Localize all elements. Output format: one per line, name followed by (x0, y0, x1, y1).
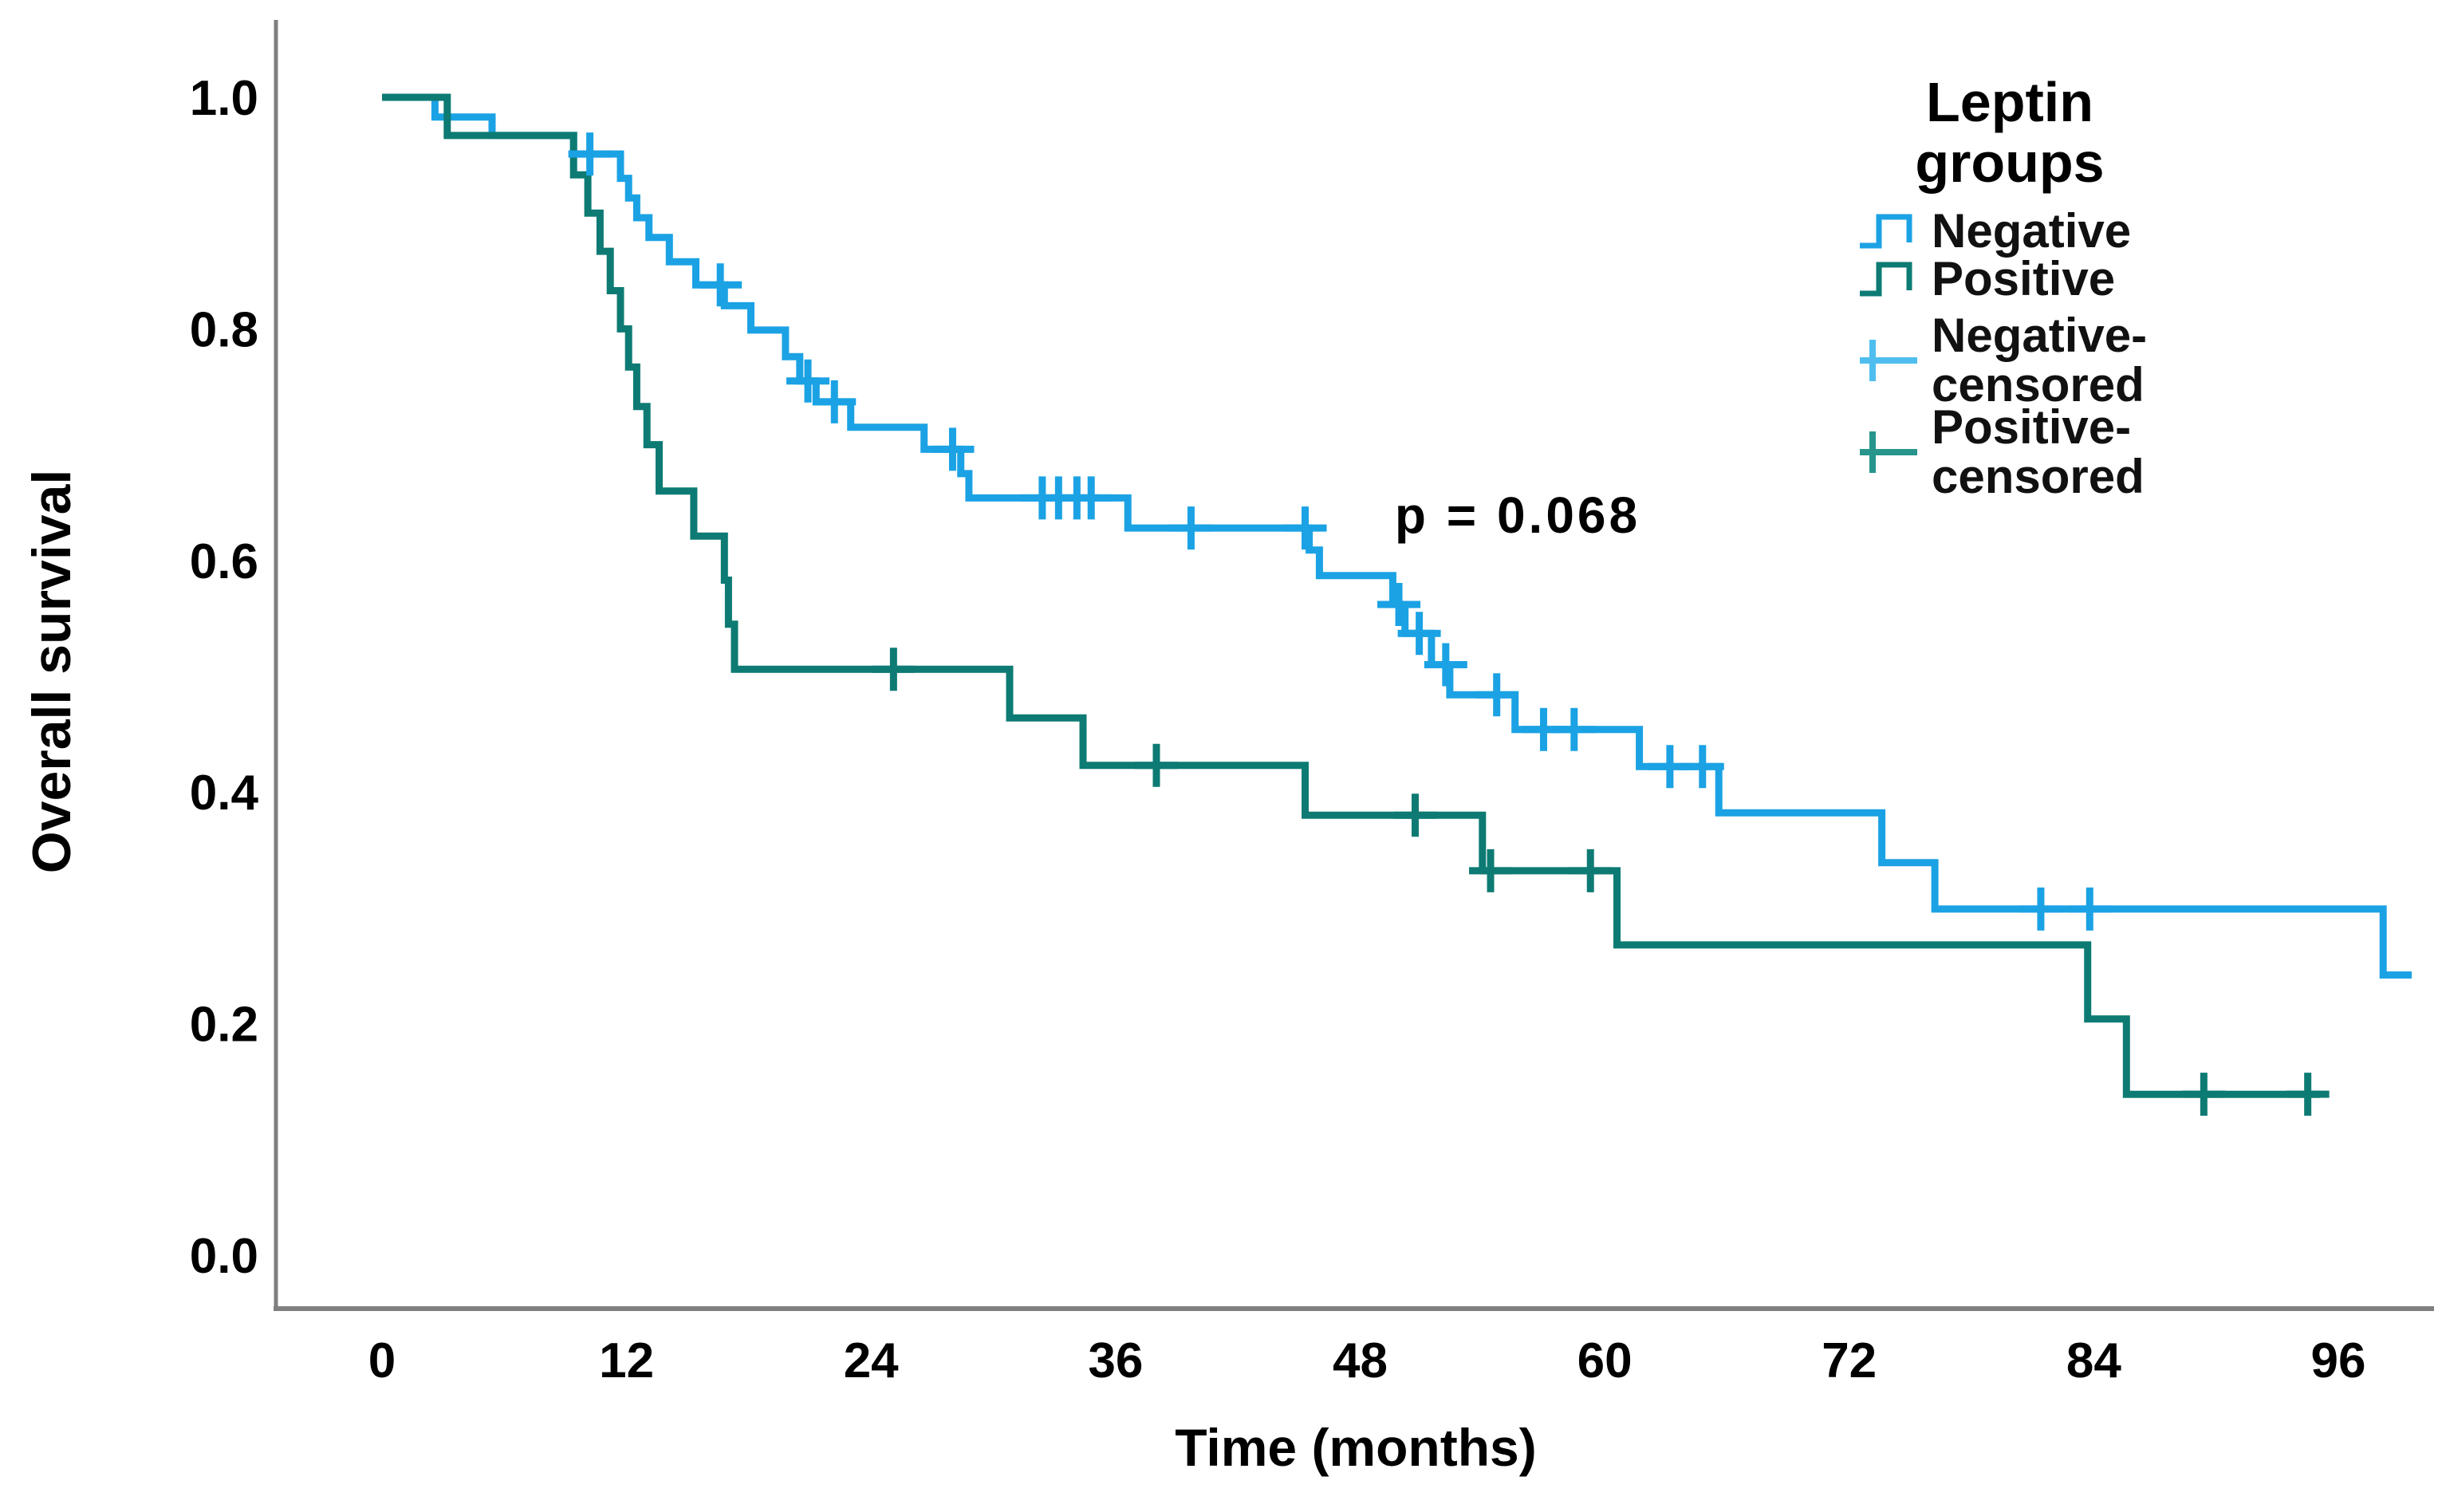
y-tick-label: 0.8 (190, 302, 258, 357)
legend-label-line1: Negative- (1932, 309, 2148, 362)
x-tick-label: 0 (368, 1333, 396, 1388)
x-tick-label: 48 (1333, 1333, 1388, 1388)
legend-title-line1: Leptin (1926, 71, 2093, 133)
legend-item-label: Positive- censored (1932, 403, 2145, 502)
y-tick-label: 0.6 (190, 534, 258, 589)
x-tick-label: 96 (2311, 1333, 2366, 1388)
x-tick-label: 24 (844, 1333, 899, 1388)
legend-item-label: Negative (1932, 204, 2132, 258)
legend-label-line1: Positive- (1932, 400, 2132, 454)
x-tick-label: 36 (1088, 1333, 1143, 1388)
negative-line-icon (1860, 214, 1912, 249)
legend-label-line2: censored (1932, 450, 2145, 503)
y-axis-title: Overall survival (22, 470, 82, 874)
legend-item-positive: Positive (1858, 250, 2115, 308)
censor-marks (568, 132, 2330, 1116)
legend-item-positive-censored: Positive- censored (1858, 403, 2145, 502)
y-tick-label: 1.0 (190, 71, 258, 126)
negative-censor-icon (1860, 340, 1917, 381)
y-axis-tick-labels: 0.0 0.2 0.4 0.6 0.8 1.0 (190, 71, 259, 1284)
p-value-annotation: p = 0.068 (1395, 486, 1640, 544)
positive-censor-icon (1860, 431, 1917, 473)
x-tick-label: 60 (1577, 1333, 1633, 1388)
x-axis-title: Time (months) (1175, 1418, 1536, 1477)
x-tick-label: 12 (599, 1333, 654, 1388)
x-axis-tick-labels: 0 12 24 36 48 60 72 84 96 (368, 1333, 2366, 1388)
x-tick-label: 84 (2066, 1333, 2121, 1388)
legend-item-negative-censored: Negative- censored (1858, 311, 2147, 410)
y-tick-label: 0.4 (190, 766, 259, 821)
y-tick-label: 0.2 (190, 998, 258, 1053)
y-tick-label: 0.0 (190, 1229, 258, 1284)
legend-item-negative: Negative (1858, 203, 2131, 260)
legend-title: Leptin groups (1858, 72, 2161, 193)
positive-line-icon (1860, 262, 1912, 297)
legend-item-label: Negative- censored (1932, 311, 2147, 410)
legend-title-line2: groups (1915, 132, 2105, 194)
km-curve-positive (382, 93, 2320, 1098)
legend-label-line2: censored (1932, 358, 2145, 411)
x-tick-label: 72 (1822, 1333, 1877, 1388)
legend-item-label: Positive (1932, 252, 2116, 305)
